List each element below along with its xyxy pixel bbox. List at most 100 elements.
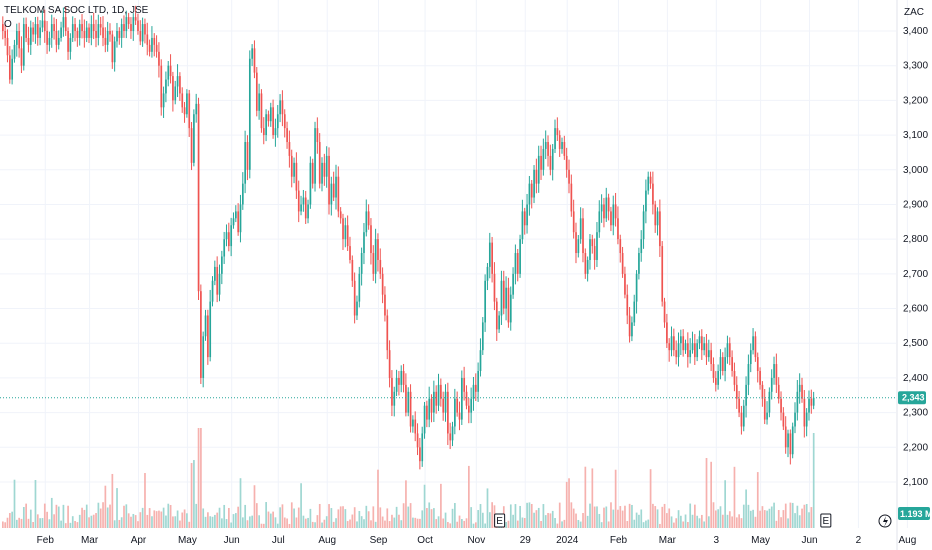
candle [358, 266, 361, 308]
volume-bar [332, 521, 335, 528]
candle-body [733, 370, 736, 385]
candle [640, 230, 643, 262]
candle [416, 423, 419, 456]
volume-bar [728, 511, 731, 528]
candle-body [137, 20, 139, 31]
candle [25, 17, 27, 43]
candle [507, 277, 510, 328]
candle [759, 367, 761, 390]
volume-bars [2, 428, 815, 528]
volume-bar [607, 521, 610, 528]
volume-bar [477, 510, 480, 528]
volume-bar [365, 505, 368, 528]
volume-bar [211, 516, 214, 528]
symbol-legend[interactable]: TELKOM SA SOC LTD, 1D, JSE [4, 5, 149, 16]
candle-body [647, 176, 650, 191]
lightning-button[interactable] [878, 514, 892, 528]
volume-bar [435, 519, 438, 528]
volume-bar [724, 480, 726, 528]
candle [423, 401, 426, 439]
candle [789, 429, 792, 465]
volume-bar [88, 517, 90, 528]
volume-bar [304, 518, 307, 528]
volume-bar [221, 518, 223, 528]
candle [330, 176, 333, 216]
candle-body [332, 183, 335, 198]
volume-bar [57, 506, 60, 528]
earnings-marker-box[interactable] [820, 513, 832, 528]
volume-bar [419, 518, 421, 528]
candle-body [211, 280, 214, 302]
volume-bar [265, 502, 267, 528]
volume-bar [398, 514, 400, 528]
volume-bar [48, 519, 51, 528]
candle [426, 400, 428, 428]
candle [167, 60, 170, 87]
volume-bar [358, 510, 361, 528]
volume-bar [433, 508, 435, 528]
candle-body [428, 398, 431, 420]
earnings-marker-label[interactable]: E [822, 516, 829, 527]
volume-bar [69, 522, 72, 528]
volume-bar [183, 509, 186, 528]
candle [141, 17, 144, 47]
candle-body [710, 350, 713, 365]
x-tick-label: Jun [224, 535, 240, 546]
y-tick-label: 2,800 [903, 234, 928, 245]
candle [635, 270, 638, 314]
earnings-marker[interactable]: E [494, 513, 506, 528]
candle [596, 222, 598, 268]
candle [610, 206, 612, 232]
candle-body [442, 398, 445, 413]
candle-body [481, 322, 484, 351]
candle-body [535, 169, 538, 184]
candle [654, 200, 657, 233]
candle [742, 399, 745, 432]
candle-body [777, 384, 780, 399]
candle-body [696, 343, 699, 358]
candle-body [596, 232, 598, 260]
candle-body [670, 336, 673, 351]
candle [607, 193, 610, 221]
candle-body [479, 350, 482, 371]
candle-body [293, 162, 295, 177]
earnings-marker[interactable]: E [820, 513, 832, 528]
candle-body [738, 398, 740, 413]
volume-bar [759, 510, 761, 528]
earnings-marker-label[interactable]: E [496, 516, 503, 527]
candle-body [419, 447, 421, 462]
candle-body [48, 37, 51, 45]
currency-label[interactable]: ZAC [904, 7, 924, 18]
earnings-marker-box[interactable] [494, 513, 506, 528]
volume-bar [558, 502, 561, 528]
candle [353, 272, 356, 324]
candle-body [71, 24, 74, 38]
candle-body [628, 315, 631, 337]
candle [202, 331, 205, 388]
candle [381, 267, 384, 304]
volume-bar [682, 521, 685, 528]
lightning-icon[interactable] [883, 516, 888, 527]
candle-body [484, 280, 487, 323]
candle [53, 17, 55, 40]
volume-bar [92, 514, 95, 528]
x-tick-label: 3 [714, 535, 720, 546]
candle-body [547, 142, 549, 156]
candle-body [412, 419, 414, 427]
candle [318, 133, 321, 189]
volume-bar [246, 520, 249, 528]
candle [694, 334, 696, 365]
candle [470, 387, 473, 424]
candle [747, 354, 750, 396]
volume-bar [325, 516, 328, 528]
candle [530, 180, 533, 209]
volume-bar [414, 517, 417, 528]
candle [677, 332, 680, 367]
volume-bar [314, 522, 316, 528]
volume-bar [689, 503, 692, 528]
candle [262, 117, 265, 145]
candle-body [130, 24, 132, 31]
candle-body [81, 24, 83, 31]
